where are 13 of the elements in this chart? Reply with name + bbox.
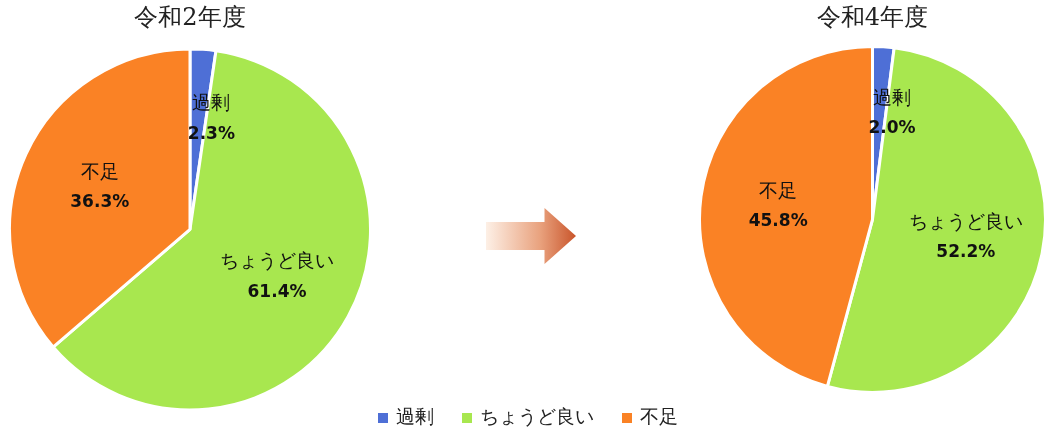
data-label: 45.8% xyxy=(748,210,808,231)
data-label: 61.4% xyxy=(247,280,307,301)
slice-label: 不足 xyxy=(759,178,798,201)
data-label: 52.2% xyxy=(936,241,996,262)
chart-title: 令和2年度 xyxy=(134,2,246,31)
chart-title: 令和4年度 xyxy=(816,2,929,31)
slice-label: 不足 xyxy=(80,159,119,182)
data-label: 36.3% xyxy=(70,191,130,212)
legend-label: 過剰 xyxy=(394,405,434,427)
slice-label: ちょうど良い xyxy=(220,249,334,272)
slice-label: ちょうど良い xyxy=(908,209,1023,232)
legend-label: 不足 xyxy=(638,405,678,427)
legend-label: ちょうど良い xyxy=(478,405,594,427)
